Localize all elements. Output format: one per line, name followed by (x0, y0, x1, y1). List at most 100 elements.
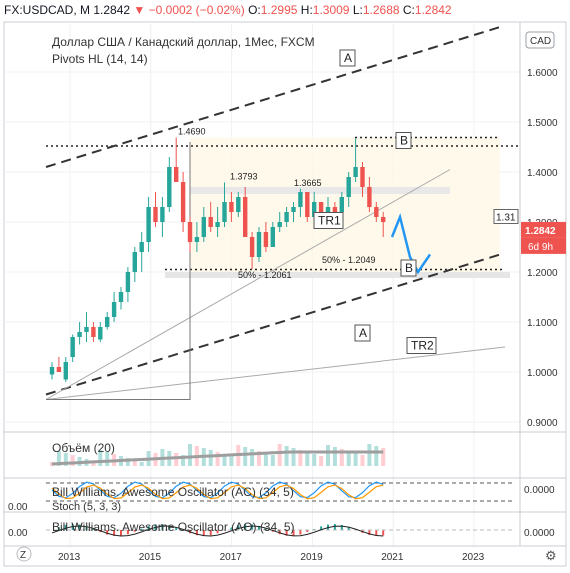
ao-line (51, 525, 384, 537)
candle-body (353, 167, 358, 177)
open-label: O: (248, 3, 261, 17)
currency-button (525, 31, 555, 49)
symbol-header: FX:USDCAD, M 1.2842 ▼ −0.0002 (−0.02%) O… (4, 3, 452, 17)
close-value: 1.2842 (414, 3, 452, 17)
low-value: 1.2688 (362, 3, 400, 17)
x-tick-label: 2017 (220, 552, 243, 563)
candle-body (201, 217, 206, 237)
candle-body (312, 202, 317, 217)
price-tag-label: 1.2842 (525, 226, 556, 237)
indicator-label[interactable]: Pivots HL (14, 14) (52, 52, 148, 66)
support-band (165, 272, 510, 278)
volume-bar (250, 449, 255, 466)
candle-body (291, 207, 296, 212)
volume-bar (70, 455, 75, 466)
candle-body (49, 367, 55, 375)
annotation-label: A (344, 51, 352, 65)
candle-body (381, 217, 386, 222)
x-tick-label: 2015 (139, 552, 162, 563)
volume-bar (243, 447, 248, 466)
candle-body (284, 212, 289, 222)
volume-bar (56, 451, 61, 466)
candle-body (91, 327, 96, 337)
range-box (190, 137, 500, 272)
stoch-d-line (51, 484, 384, 500)
annotation-label: B (400, 134, 408, 148)
y-tick-label: 1.4000 (527, 168, 558, 179)
candle-body (339, 197, 344, 212)
volume-bar (270, 455, 275, 466)
candle-body (160, 207, 165, 222)
annotation-box (400, 259, 417, 277)
candle-body (63, 362, 68, 380)
volume-bar (181, 455, 186, 466)
volume-bar (381, 448, 386, 466)
gear-icon: ⚙ (545, 548, 557, 563)
ao-left-value: 0.00 (8, 528, 28, 539)
stoch-value: 0.00 (8, 502, 28, 513)
candle-body (298, 192, 303, 207)
volume-bar (326, 445, 330, 466)
volume-bar (222, 454, 227, 466)
y-tick-label: 1.2000 (527, 268, 558, 279)
interval[interactable]: M (80, 3, 91, 17)
candle-body (118, 292, 124, 302)
x-tick-label: 2013 (58, 552, 81, 563)
measure-box (46, 272, 191, 400)
symbol[interactable]: FX:USDCAD (4, 3, 74, 17)
volume-bar (208, 450, 213, 466)
annotation-label: 1.4690 (178, 127, 206, 137)
candle-body (332, 207, 338, 212)
volume-bar (305, 452, 310, 466)
annotation-label: 1.3665 (294, 178, 322, 188)
candle-body (208, 217, 213, 227)
volume-bar (374, 446, 379, 466)
annotation-label: 50% - 1.2049 (322, 255, 376, 265)
volume-bar (125, 458, 130, 466)
zoom-label: Z (20, 550, 26, 561)
volume-bar (263, 453, 268, 466)
candle-body (146, 207, 151, 242)
stoch-label: Stoch (5, 3, 3) (52, 501, 121, 513)
high-value: 1.3009 (312, 3, 350, 17)
candle-body (346, 177, 351, 197)
candle-body (187, 222, 193, 242)
volume-bar (63, 453, 68, 466)
change: −0.0002 (−0.02%) (148, 3, 245, 17)
volume-bar (188, 444, 192, 466)
countdown-tag (521, 237, 566, 254)
currency-label: CAD (530, 36, 551, 47)
candle-body (139, 242, 144, 252)
volume-bar (360, 455, 365, 466)
candle-body (153, 207, 158, 222)
candle-body (56, 367, 62, 372)
trendline-tr2 (45, 346, 506, 400)
drawings (45, 26, 520, 400)
projection-path (390, 212, 432, 275)
annotation-box (354, 324, 371, 342)
volume-bar (91, 461, 96, 466)
oscillator-panes (46, 481, 515, 537)
y-tick-label: 1.0000 (527, 368, 558, 379)
ao-value: 0.0000 (524, 528, 555, 539)
candle-body (111, 302, 117, 317)
volume-bar (367, 444, 372, 466)
annotation-box (406, 337, 437, 354)
annotation-label: 1.3793 (230, 172, 258, 182)
volume-bar (353, 453, 358, 466)
candle-body (318, 202, 324, 212)
x-tick-label: 2023 (462, 552, 485, 563)
candle-body (367, 187, 372, 207)
volume-bar (174, 453, 179, 466)
candle-body (374, 207, 379, 217)
candle-body (84, 327, 89, 332)
ao-label: Bill Williams. Awesome Oscillator (AO) (… (52, 520, 295, 534)
candle-body (229, 202, 234, 212)
annotation-label: TR1 (318, 214, 341, 228)
candle-body (256, 232, 262, 257)
volume-bar (332, 447, 337, 466)
candle-body (270, 227, 275, 247)
candle-body (263, 232, 269, 247)
candle-body (360, 167, 365, 187)
